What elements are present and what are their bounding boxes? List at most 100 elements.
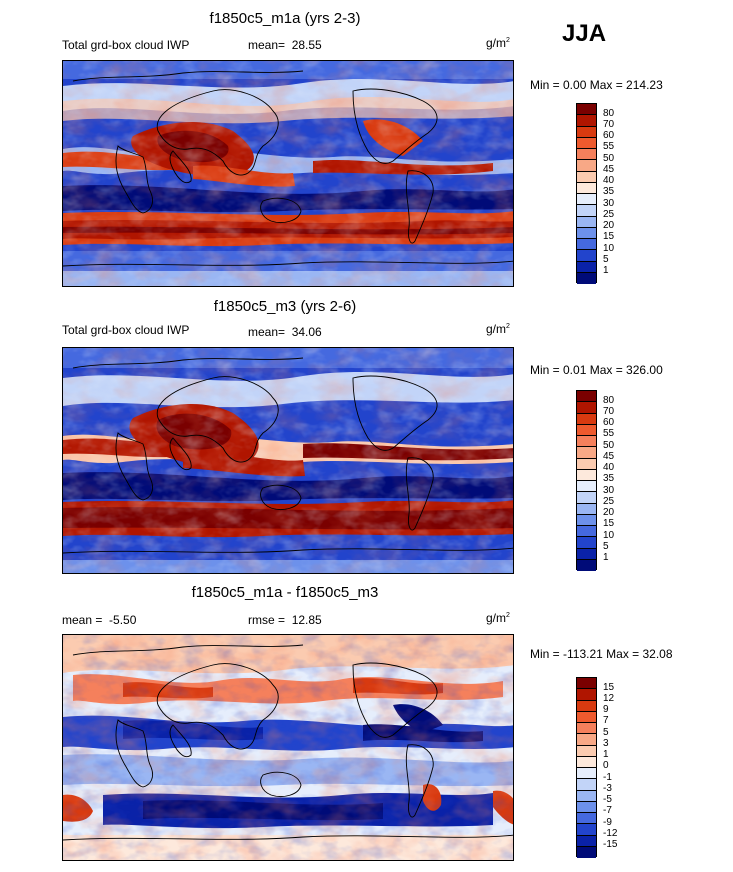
panel3-colorbar-tick: -1 <box>603 772 612 783</box>
panel3-colorbar-tick: 3 <box>603 738 609 749</box>
panel1-colorbar-swatch <box>577 250 596 262</box>
panel3-colorbar-swatch <box>577 700 596 712</box>
panel1-colorbar <box>576 103 597 284</box>
panel2-colorbar-tick: 1 <box>603 552 609 563</box>
panel2-colorbar-swatch <box>577 424 596 436</box>
panel3-colorbar-swatch <box>577 756 596 768</box>
panel1-colorbar-swatch <box>577 272 596 284</box>
panel2-colorbar-swatch <box>577 559 596 571</box>
panel3-colorbar-swatch <box>577 779 596 791</box>
panel2-colorbar-swatch <box>577 413 596 425</box>
panel3-colorbar-tick: 1 <box>603 749 609 760</box>
panel3-colorbar-tick: 15 <box>603 682 615 693</box>
panel1-colorbar-swatch <box>577 205 596 217</box>
panel2-colorbar-swatch <box>577 503 596 515</box>
panel2-colorbar-swatch <box>577 548 596 560</box>
panel3-colorbar-tick: -7 <box>603 805 612 816</box>
panel2-colorbar-tick: 10 <box>603 530 615 541</box>
panel3-colorbar-swatch <box>577 835 596 847</box>
panel3-colorbar-swatch <box>577 678 596 690</box>
panel1-colorbar-swatch <box>577 149 596 161</box>
panel2-colorbar-swatch <box>577 469 596 481</box>
panel2-colorbar-tick: 30 <box>603 485 615 496</box>
panel1-colorbar-tick: 20 <box>603 220 615 231</box>
panel2-colorbar-swatch <box>577 447 596 459</box>
panel1-colorbar-swatch <box>577 160 596 172</box>
panel1-colorbar-tick: 70 <box>603 119 615 130</box>
panel3-colorbar-tick: -5 <box>603 794 612 805</box>
panel3-colorbar-swatch <box>577 801 596 813</box>
panel1-colorbar-swatch <box>577 171 596 183</box>
panel2-map <box>62 347 514 574</box>
panel3-colorbar-swatch <box>577 813 596 825</box>
panel2-colorbar-swatch <box>577 514 596 526</box>
panel1-variable-label: Total grd-box cloud IWP <box>62 38 190 52</box>
panel2-title: f1850c5_m3 (yrs 2-6) <box>213 298 357 315</box>
panel1-colorbar-tick: 10 <box>603 243 615 254</box>
panel2-colorbar-tick: 80 <box>603 395 615 406</box>
panel3-map <box>62 634 514 861</box>
panel2-variable-label: Total grd-box cloud IWP <box>62 323 190 337</box>
panel1-colorbar-swatch <box>577 227 596 239</box>
panel3-colorbar-tick: 9 <box>603 704 609 715</box>
panel2-colorbar-tick: 15 <box>603 518 615 529</box>
panel2-colorbar-tick: 70 <box>603 406 615 417</box>
panel1-colorbar-tick: 35 <box>603 186 615 197</box>
panel3-colorbar-swatch <box>577 846 596 858</box>
panel2-colorbar-swatch <box>577 458 596 470</box>
panel3-mean: mean = -5.50 <box>62 613 137 627</box>
panel3-colorbar-tick: -12 <box>603 828 618 839</box>
panel2-colorbar-tick: 55 <box>603 428 615 439</box>
panel2-colorbar-swatch <box>577 492 596 504</box>
panel1-colorbar-swatch <box>577 182 596 194</box>
panel1-colorbar-tick: 60 <box>603 130 615 141</box>
panel2-colorbar-swatch <box>577 391 596 403</box>
panel1-colorbar-tick: 15 <box>603 231 615 242</box>
panel3-title: f1850c5_m1a - f1850c5_m3 <box>191 584 379 601</box>
panel2-colorbar-tick: 45 <box>603 451 615 462</box>
panel1-colorbar-swatch <box>577 126 596 138</box>
panel1-colorbar-tick: 25 <box>603 209 615 220</box>
panel3-colorbar-swatch <box>577 723 596 735</box>
panel1-colorbar-swatch <box>577 261 596 273</box>
panel1-colorbar-tick: 80 <box>603 108 615 119</box>
panel3-colorbar-tick: -9 <box>603 817 612 828</box>
panel1-minmax: Min = 0.00 Max = 214.23 <box>530 78 663 92</box>
panel3-colorbar-swatch <box>577 711 596 723</box>
panel1-colorbar-tick: 55 <box>603 141 615 152</box>
panel1-title: f1850c5_m1a (yrs 2-3) <box>209 10 361 27</box>
panel2-colorbar-tick: 25 <box>603 496 615 507</box>
panel3-colorbar-swatch <box>577 689 596 701</box>
panel3-colorbar-tick: 0 <box>603 760 609 771</box>
panel1-map <box>62 60 514 287</box>
panel2-colorbar-swatch <box>577 481 596 493</box>
panel3-rmse: rmse = 12.85 <box>248 613 322 627</box>
panel1-colorbar-swatch <box>577 216 596 228</box>
panel1-colorbar-swatch <box>577 137 596 149</box>
panel2-colorbar-swatch <box>577 436 596 448</box>
panel3-colorbar-swatch <box>577 824 596 836</box>
panel2-colorbar-tick: 5 <box>603 541 609 552</box>
panel2-minmax: Min = 0.01 Max = 326.00 <box>530 363 663 377</box>
panel1-colorbar-tick: 1 <box>603 265 609 276</box>
panel2-colorbar-tick: 40 <box>603 462 615 473</box>
panel1-units: g/m2 <box>486 36 510 50</box>
panel3-colorbar-swatch <box>577 734 596 746</box>
panel2-colorbar <box>576 390 597 571</box>
panel1-colorbar-swatch <box>577 104 596 116</box>
panel1-colorbar-tick: 30 <box>603 198 615 209</box>
panel3-units: g/m2 <box>486 611 510 625</box>
panel3-colorbar-tick: -3 <box>603 783 612 794</box>
panel2-units: g/m2 <box>486 322 510 336</box>
panel1-colorbar-swatch <box>577 194 596 206</box>
panel1-colorbar-tick: 50 <box>603 153 615 164</box>
panel1-colorbar-swatch <box>577 239 596 251</box>
panel2-colorbar-tick: 20 <box>603 507 615 518</box>
panel3-minmax: Min = -113.21 Max = 32.08 <box>530 647 673 661</box>
panel3-colorbar <box>576 677 597 858</box>
panel2-colorbar-tick: 60 <box>603 417 615 428</box>
panel3-colorbar-tick: 12 <box>603 693 615 704</box>
panel2-colorbar-tick: 50 <box>603 440 615 451</box>
panel1-colorbar-tick: 5 <box>603 254 609 265</box>
panel3-colorbar-swatch <box>577 745 596 757</box>
